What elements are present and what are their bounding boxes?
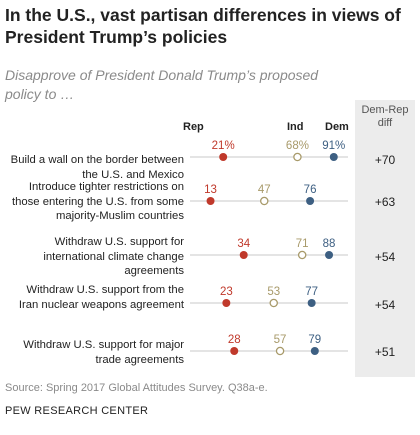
dot-rep-wall — [219, 153, 228, 161]
dot-ind-trade — [275, 346, 285, 356]
value-label-rep-wall: 21% — [212, 140, 235, 152]
chart-title: In the U.S., vast partisan differences i… — [5, 5, 401, 47]
diff-header: Dem-Rep diff — [361, 104, 409, 129]
value-label-ind-muslim: 47 — [258, 184, 271, 196]
value-label-dem-iran: 77 — [305, 286, 318, 298]
diff-value-wall: +70 — [374, 153, 396, 167]
legend-ind: Ind — [287, 121, 304, 133]
value-label-ind-trade: 57 — [274, 334, 287, 346]
dot-dem-climate — [325, 251, 334, 259]
value-label-ind-wall: 68% — [286, 140, 309, 152]
legend-dem: Dem — [325, 121, 349, 133]
dot-ind-climate — [297, 250, 307, 260]
diff-value-iran: +54 — [374, 298, 396, 312]
diff-value-climate: +54 — [374, 250, 396, 264]
value-label-dem-trade: 79 — [308, 334, 321, 346]
value-label-ind-iran: 53 — [267, 286, 280, 298]
diff-panel — [355, 100, 415, 377]
value-label-rep-iran: 23 — [220, 286, 233, 298]
value-label-dem-wall: 91% — [322, 140, 345, 152]
value-label-dem-muslim: 76 — [304, 184, 317, 196]
dot-rep-climate — [239, 251, 248, 259]
value-label-dem-climate: 88 — [323, 238, 336, 250]
dot-rep-muslim — [206, 197, 215, 205]
row-label-wall: Build a wall on the border between the U… — [10, 154, 184, 181]
diff-value-trade: +51 — [374, 345, 396, 359]
legend-rep: Rep — [183, 121, 204, 133]
dot-dem-trade — [310, 347, 319, 355]
row-label-muslim: Introduce tighter restrictions on those … — [11, 181, 184, 222]
value-label-rep-climate: 34 — [237, 238, 250, 250]
dot-ind-wall — [293, 152, 302, 162]
dot-dem-iran — [307, 299, 316, 307]
chart-subtitle: Disapprove of President Donald Trump’s p… — [5, 67, 319, 102]
dot-dem-muslim — [306, 197, 315, 205]
value-label-rep-trade: 28 — [228, 334, 241, 346]
dot-rep-trade — [230, 347, 239, 355]
dot-ind-muslim — [260, 196, 269, 206]
row-label-trade: Withdraw U.S. support for major trade ag… — [23, 339, 184, 366]
value-label-rep-muslim: 13 — [204, 184, 217, 196]
value-label-ind-climate: 71 — [296, 238, 309, 250]
source-note: Source: Spring 2017 Global Attitudes Sur… — [5, 382, 268, 394]
dot-rep-iran — [222, 299, 231, 307]
row-label-iran: Withdraw U.S. support from the Iran nucl… — [18, 284, 184, 311]
diff-value-muslim: +63 — [374, 195, 396, 209]
organization-name: PEW RESEARCH CENTER — [5, 405, 149, 417]
row-label-climate: Withdraw U.S. support for international … — [43, 236, 184, 277]
dot-ind-iran — [269, 298, 278, 308]
dot-dem-wall — [329, 153, 338, 161]
